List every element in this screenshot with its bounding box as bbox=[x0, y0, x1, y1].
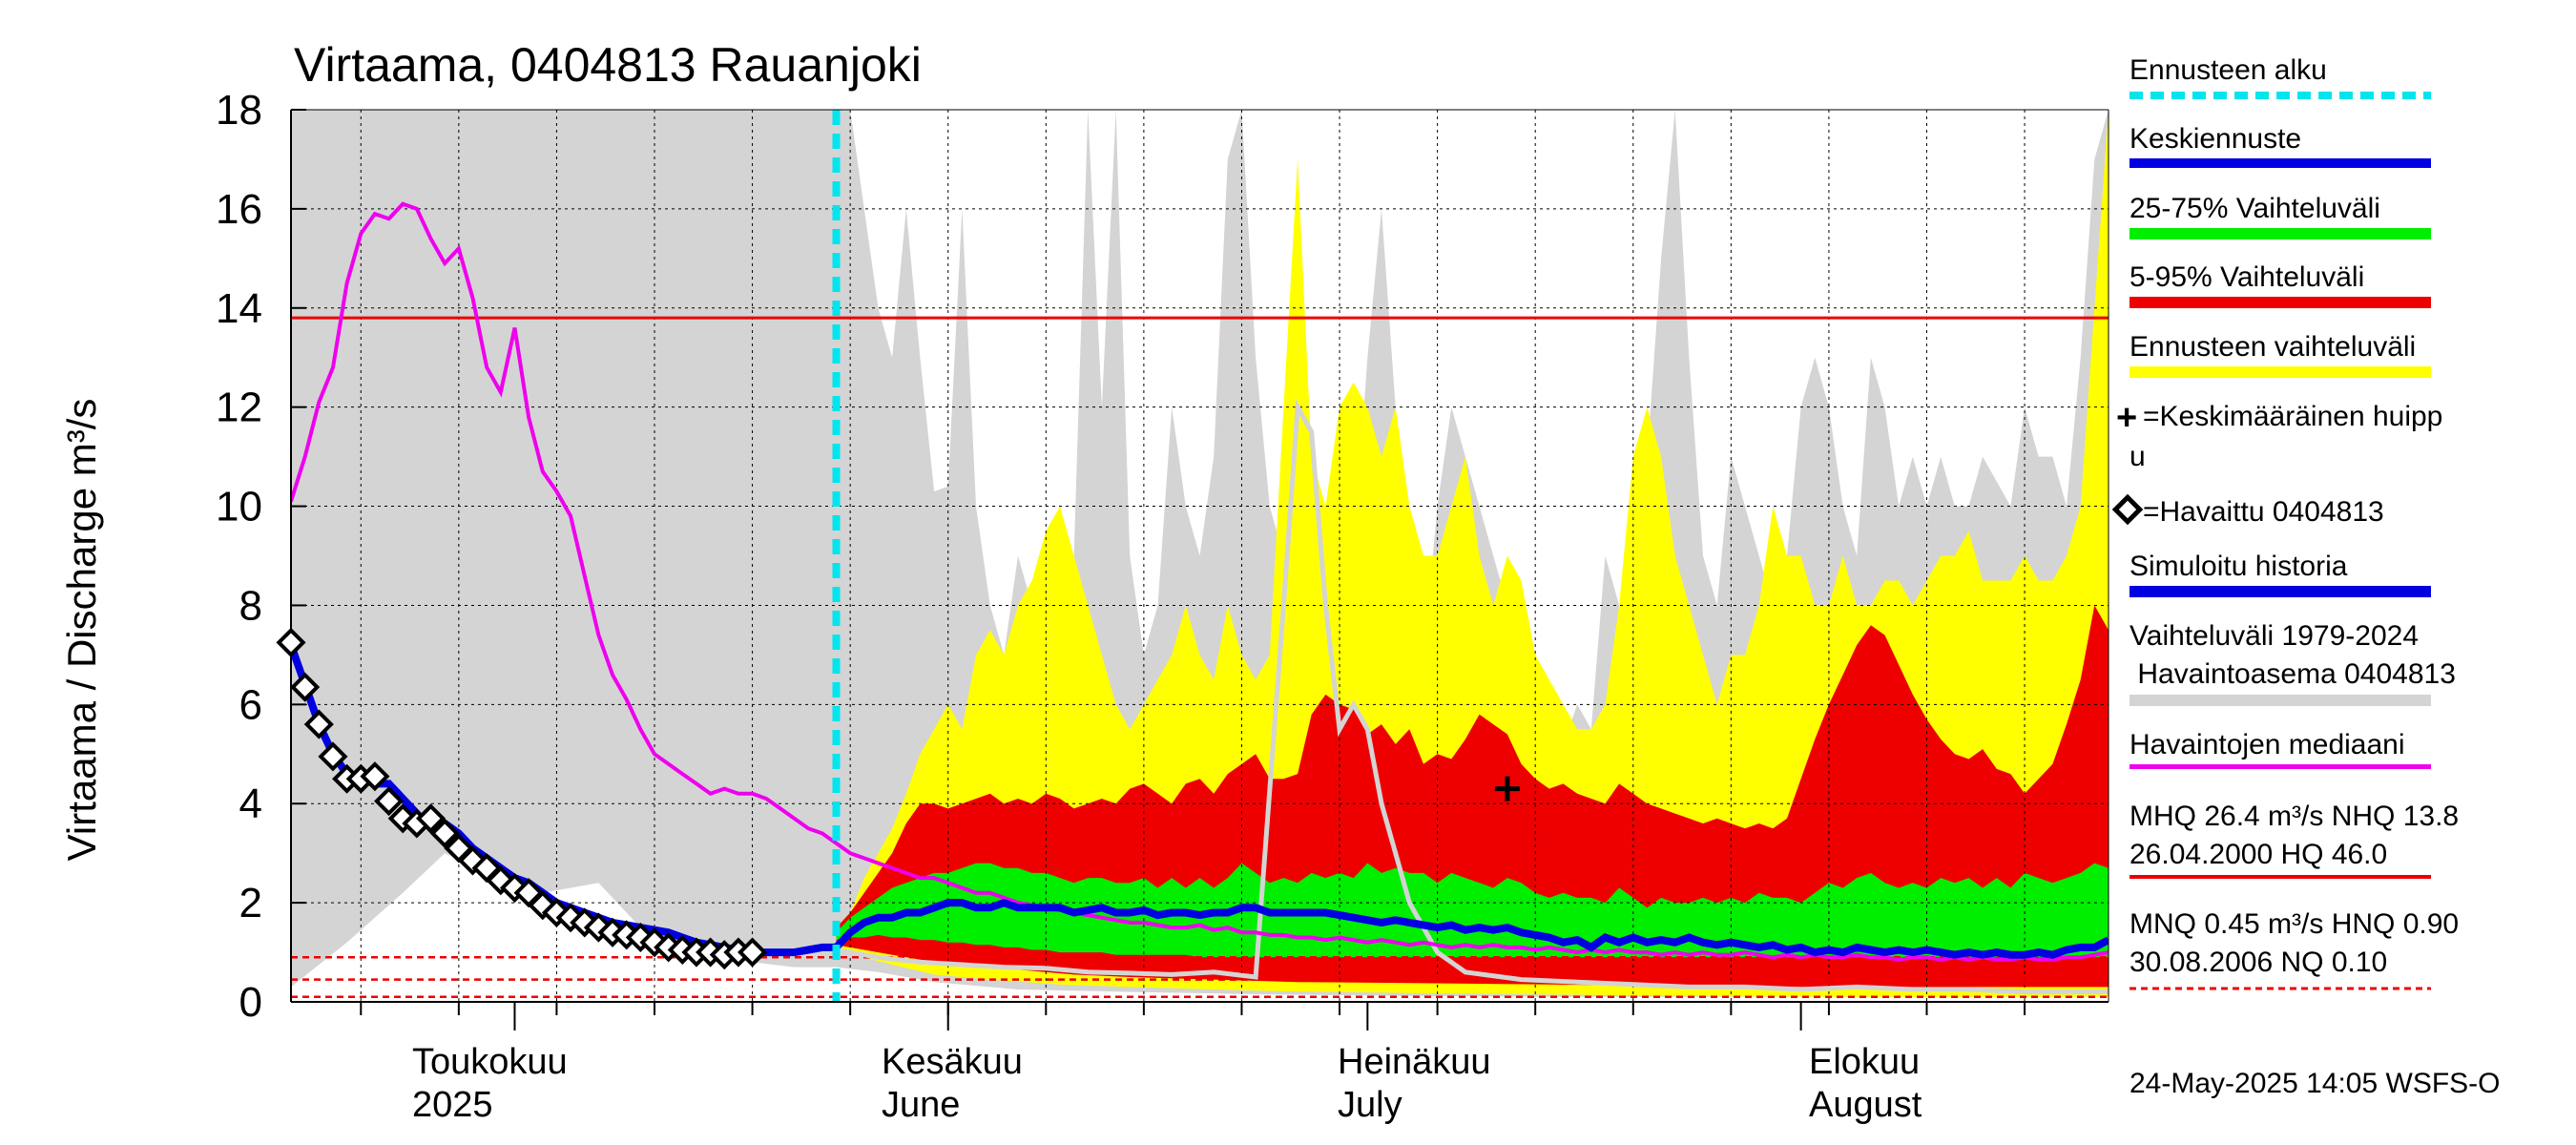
band-25-75-area bbox=[836, 863, 2109, 958]
historical-scenario-line bbox=[836, 399, 2109, 995]
y-tick-label: 16 bbox=[216, 186, 262, 233]
chart-title: Virtaama, 0404813 Rauanjoki bbox=[294, 38, 922, 92]
legend-band-25-75-swatch bbox=[2129, 228, 2431, 239]
legend: Ennusteen alku Keskiennuste 25-75% Vaiht… bbox=[2111, 54, 2459, 990]
legend-band-5-95-swatch bbox=[2129, 297, 2431, 308]
observed-point bbox=[374, 786, 405, 817]
area-layers bbox=[291, 110, 2109, 997]
month-label-july-en: July bbox=[1338, 1085, 1402, 1125]
legend-mnq-label-2: 30.08.2006 NQ 0.10 bbox=[2129, 947, 2387, 978]
y-tick-label: 6 bbox=[239, 681, 262, 728]
x-month-labels: Toukokuu 2025 Kesäkuu June Heinäkuu July… bbox=[412, 1042, 1922, 1125]
legend-forecast-start-label: Ennusteen alku bbox=[2129, 54, 2327, 86]
observed-point bbox=[290, 672, 321, 702]
legend-mhq-label-1: MHQ 26.4 m³/s NHQ 13.8 bbox=[2129, 801, 2459, 832]
month-label-august: Elokuu bbox=[1809, 1042, 1920, 1082]
observed-point bbox=[303, 709, 334, 739]
observed-point bbox=[737, 937, 768, 968]
y-tick-label: 18 bbox=[216, 87, 262, 134]
series-lines bbox=[291, 110, 2109, 1002]
legend-median-swatch bbox=[2129, 764, 2431, 769]
legend-observed-icon bbox=[2111, 493, 2144, 526]
month-label-may-year: 2025 bbox=[412, 1085, 493, 1125]
legend-mnq-label-1: MNQ 0.45 m³/s HNQ 0.90 bbox=[2129, 908, 2459, 940]
legend-hist-range-swatch bbox=[2129, 695, 2431, 706]
legend-mean-peak-label-1: =Keskimääräinen huipp bbox=[2143, 401, 2442, 432]
observed-point bbox=[360, 761, 390, 792]
mean-forecast-line bbox=[833, 898, 2109, 959]
y-tick-labels: 0 2 4 6 8 10 12 14 16 18 bbox=[216, 87, 262, 1026]
y-tick-label: 12 bbox=[216, 385, 262, 431]
y-tick-label: 4 bbox=[239, 781, 262, 827]
legend-mhq-swatch bbox=[2129, 875, 2431, 879]
legend-mean-forecast-label: Keskiennuste bbox=[2129, 123, 2301, 155]
y-tick-label: 14 bbox=[216, 285, 262, 332]
legend-band-25-75-label: 25-75% Vaihteluväli bbox=[2129, 193, 2380, 224]
legend-simulated-label: Simuloitu historia bbox=[2129, 551, 2348, 582]
month-label-june: Kesäkuu bbox=[882, 1042, 1023, 1082]
timestamp: 24-May-2025 14:05 WSFS-O bbox=[2129, 1068, 2501, 1099]
axes bbox=[290, 109, 2109, 1030]
observed-markers bbox=[276, 627, 768, 970]
month-label-august-en: August bbox=[1809, 1085, 1922, 1125]
observed-point bbox=[415, 803, 447, 834]
y-axis-label: Virtaama / Discharge m³/s bbox=[59, 399, 104, 862]
observed-point bbox=[318, 741, 348, 772]
legend-mean-peak-label-2: u bbox=[2129, 441, 2146, 472]
legend-forecast-range-swatch bbox=[2129, 366, 2431, 378]
legend-hist-range-label-2: Havaintoasema 0404813 bbox=[2129, 658, 2456, 690]
legend-simulated-swatch bbox=[2129, 586, 2431, 597]
legend-mean-peak-icon: + bbox=[2116, 398, 2137, 438]
legend-mhq-label-2: 26.04.2000 HQ 46.0 bbox=[2129, 839, 2387, 870]
median-line bbox=[291, 201, 2109, 962]
y-tick-label: 2 bbox=[239, 880, 262, 926]
forecast-range-area bbox=[836, 110, 2109, 997]
legend-observed-label: =Havaittu 0404813 bbox=[2143, 496, 2384, 528]
legend-band-5-95-label: 5-95% Vaihteluväli bbox=[2129, 261, 2364, 293]
y-tick-label: 8 bbox=[239, 582, 262, 629]
legend-mean-forecast-swatch bbox=[2129, 158, 2431, 168]
observed-point bbox=[276, 627, 306, 657]
legend-hist-range-label-1: Vaihteluväli 1979-2024 bbox=[2129, 620, 2419, 652]
legend-median-label: Havaintojen mediaani bbox=[2129, 729, 2405, 760]
y-tick-label: 10 bbox=[216, 484, 262, 531]
observed-point bbox=[429, 818, 460, 848]
mean-peak-marker bbox=[1494, 776, 1520, 802]
y-tick-label: 0 bbox=[239, 979, 262, 1026]
legend-forecast-range-label: Ennusteen vaihteluväli bbox=[2129, 331, 2416, 363]
month-label-june-en: June bbox=[882, 1085, 960, 1125]
month-label-july: Heinäkuu bbox=[1338, 1042, 1491, 1082]
month-label-may: Toukokuu bbox=[412, 1042, 568, 1082]
